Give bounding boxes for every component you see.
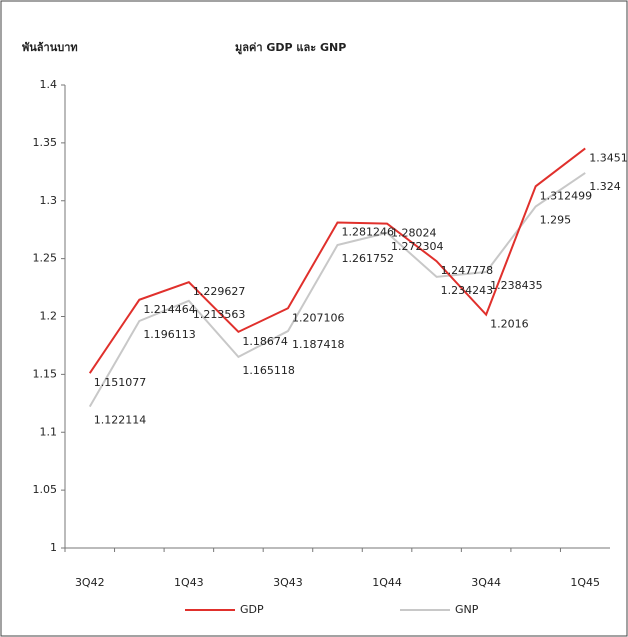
legend-label: GNP bbox=[455, 603, 479, 616]
x-tick-label: 1Q43 bbox=[174, 576, 204, 589]
data-label: 1.207106 bbox=[292, 311, 345, 324]
data-label: 1.165118 bbox=[242, 364, 295, 377]
data-label: 1.238435 bbox=[490, 279, 543, 292]
y-tick-label: 1.3 bbox=[40, 194, 58, 207]
y-tick-label: 1.05 bbox=[33, 483, 58, 496]
data-label: 1.2016 bbox=[490, 318, 529, 331]
data-label: 1.261752 bbox=[342, 252, 395, 265]
data-label: 1.247778 bbox=[441, 264, 494, 277]
data-label: 1.18674 bbox=[242, 335, 288, 348]
data-label: 1.214464 bbox=[143, 303, 196, 316]
data-label: 1.281246 bbox=[342, 225, 395, 238]
y-tick-label: 1.1 bbox=[40, 425, 58, 438]
y-tick-label: 1.2 bbox=[40, 310, 58, 323]
data-label: 1.187418 bbox=[292, 338, 345, 351]
legend-label: GDP bbox=[240, 603, 264, 616]
y-axis-label: พันล้านบาท bbox=[22, 41, 78, 54]
data-label: 1.229627 bbox=[193, 285, 246, 298]
data-label: 1.122114 bbox=[94, 414, 147, 427]
data-label: 1.345156 bbox=[589, 151, 628, 164]
data-label: 1.151077 bbox=[94, 376, 147, 389]
x-tick-label: 3Q43 bbox=[273, 576, 303, 589]
y-tick-label: 1.35 bbox=[33, 136, 58, 149]
y-tick-label: 1.4 bbox=[40, 78, 58, 91]
data-label: 1.213563 bbox=[193, 308, 246, 321]
x-tick-label: 3Q42 bbox=[75, 576, 105, 589]
x-tick-label: 1Q45 bbox=[570, 576, 600, 589]
y-tick-label: 1.15 bbox=[33, 367, 58, 380]
series-line bbox=[88, 147, 586, 374]
x-tick-label: 1Q44 bbox=[372, 576, 402, 589]
data-label: 1.196113 bbox=[143, 328, 196, 341]
data-label: 1.28024 bbox=[391, 227, 437, 240]
data-label: 1.234243 bbox=[441, 284, 494, 297]
x-tick-label: 3Q44 bbox=[471, 576, 501, 589]
y-tick-label: 1 bbox=[50, 541, 57, 554]
data-label: 1.295 bbox=[540, 214, 572, 227]
chart-title: มูลค่า GDP และ GNP bbox=[235, 41, 346, 55]
series-line bbox=[88, 172, 586, 408]
data-label: 1.312499 bbox=[540, 189, 593, 202]
y-tick-label: 1.25 bbox=[33, 252, 58, 265]
data-label: 1.272304 bbox=[391, 240, 444, 253]
data-label: 1.324 bbox=[589, 180, 621, 193]
